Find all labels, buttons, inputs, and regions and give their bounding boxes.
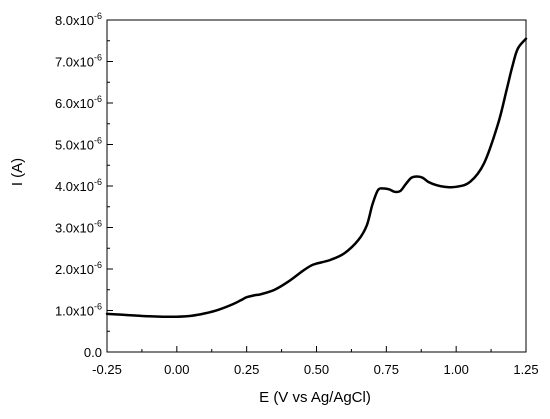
y-axis-title: I (A) bbox=[9, 158, 26, 186]
x-tick-label: 1.25 bbox=[513, 362, 538, 377]
y-tick-label: 6.0x10-6 bbox=[55, 94, 102, 111]
y-tick-label: 0.0 bbox=[84, 345, 102, 360]
y-tick-label: 1.0x10-6 bbox=[55, 302, 102, 319]
y-tick-label: 7.0x10-6 bbox=[55, 53, 102, 70]
x-axis: -0.25 0.00 0.25 0.50 0.75 1.00 1.25 bbox=[92, 346, 539, 377]
y-tick-label: 3.0x10-6 bbox=[55, 219, 102, 236]
series-layer bbox=[105, 37, 528, 319]
series-line bbox=[105, 37, 528, 319]
x-tick-label: -0.25 bbox=[92, 362, 122, 377]
y-tick-label: 8.0x10-6 bbox=[55, 11, 102, 28]
x-tick-label: 0.50 bbox=[304, 362, 329, 377]
y-tick-label: 5.0x10-6 bbox=[55, 136, 102, 153]
y-tick-label: 4.0x10-6 bbox=[55, 177, 102, 194]
y-axis: 0.0 1.0x10-6 2.0x10-6 3.0x10-6 4.0x10-6 5.0x1… bbox=[55, 11, 113, 360]
x-axis-title: E (V vs Ag/AgCl) bbox=[259, 389, 371, 406]
x-tick-label: 1.00 bbox=[444, 362, 469, 377]
x-tick-label: 0.00 bbox=[164, 362, 189, 377]
x-tick-label: 0.75 bbox=[374, 362, 399, 377]
x-tick-label: 0.25 bbox=[234, 362, 259, 377]
y-tick-label: 2.0x10-6 bbox=[55, 260, 102, 277]
